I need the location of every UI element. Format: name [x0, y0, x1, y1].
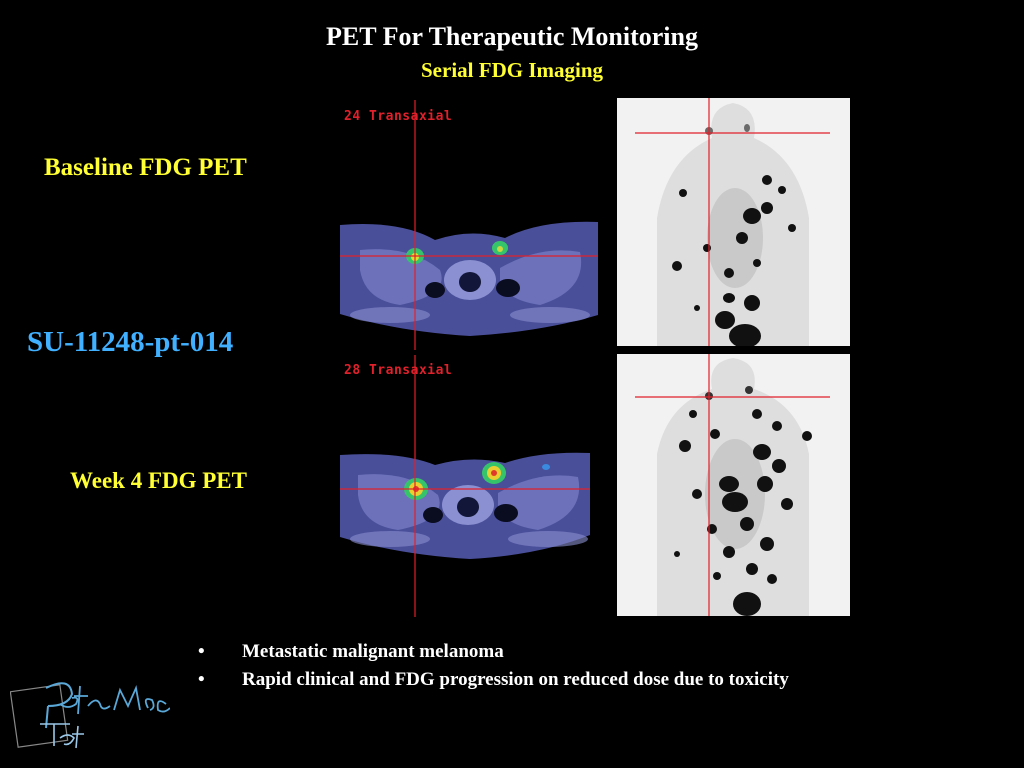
baseline-axial-label: 24 Transaxial — [344, 109, 453, 124]
baseline-axial-image: 24 Transaxial — [340, 100, 598, 350]
slide-subtitle: Serial FDG Imaging — [421, 58, 603, 82]
patient-id: SU-11248-pt-014 — [27, 326, 234, 358]
baseline-label: Baseline FDG PET — [44, 154, 247, 181]
week4-label: Week 4 FDG PET — [70, 468, 247, 493]
baseline-mip-image — [617, 98, 850, 346]
bullet-item: Rapid clinical and FDG progression on re… — [196, 668, 789, 696]
week4-axial-image: 28 Transaxial — [340, 355, 598, 617]
baseline-mip-scan — [635, 98, 830, 346]
week4-axial-label: 28 Transaxial — [344, 363, 453, 378]
bullet-item: Metastatic malignant melanoma — [196, 640, 789, 668]
peter-mac-logo — [9, 666, 171, 760]
bullet-list: Metastatic malignant melanoma Rapid clin… — [196, 640, 789, 696]
logo-icon — [9, 682, 171, 749]
week4-mip-image — [617, 354, 850, 616]
week4-mip-scan — [635, 354, 830, 616]
slide-title: PET For Therapeutic Monitoring — [326, 22, 698, 51]
baseline-axial-scan — [340, 100, 598, 350]
week4-axial-scan — [340, 355, 590, 617]
